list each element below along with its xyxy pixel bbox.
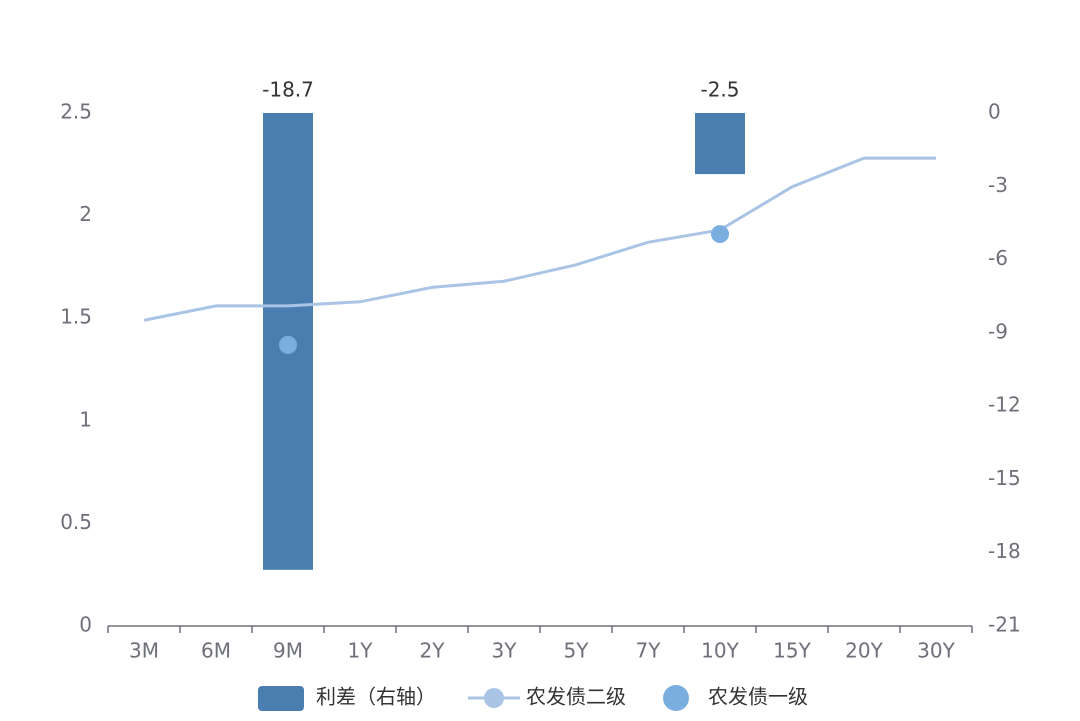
scatter-point (279, 335, 297, 354)
y-tick-label: 2.5 (60, 100, 92, 124)
y-tick-label: 0.5 (60, 510, 92, 534)
x-tick-label: 3M (129, 639, 159, 663)
x-tick-label: 9M (273, 639, 303, 663)
x-tick-label: 15Y (773, 639, 811, 663)
y2-tick-label: -15 (988, 466, 1021, 490)
legend-label: 利差（右轴） (316, 685, 436, 709)
y-tick-label: 0 (79, 613, 92, 637)
y2-tick-label: -9 (988, 319, 1008, 343)
y2-tick-label: -6 (988, 246, 1008, 270)
bar-value-label: -2.5 (700, 78, 739, 102)
x-tick-label: 1Y (348, 639, 374, 663)
x-tick-label: 2Y (420, 639, 446, 663)
legend-label: 农发债二级 (526, 685, 626, 709)
line (143, 156, 936, 322)
x-tick-label: 10Y (701, 639, 739, 663)
x-tick-label: 7Y (636, 639, 662, 663)
legend-icon (258, 686, 304, 711)
legend-icon (484, 688, 504, 708)
legend-label: 农发债一级 (708, 685, 808, 709)
y2-tick-label: -12 (988, 393, 1021, 417)
scatter-point (711, 225, 729, 244)
y2-tick-label: -18 (988, 539, 1021, 563)
y-tick-label: 1.5 (60, 305, 92, 329)
y2-tick-label: 0 (988, 100, 1001, 124)
y-tick-label: 2 (79, 202, 92, 226)
x-tick-label: 3Y (492, 639, 518, 663)
bar-value-label: -18.7 (262, 78, 314, 102)
y2-tick-label: -3 (988, 173, 1008, 197)
x-tick-label: 20Y (845, 639, 883, 663)
x-tick-label: 30Y (917, 639, 955, 663)
y2-tick-label: -21 (988, 613, 1021, 637)
x-tick-label: 5Y (564, 639, 590, 663)
legend-icon (663, 685, 689, 711)
x-tick-label: 6M (201, 639, 231, 663)
y-tick-label: 1 (79, 407, 92, 431)
bar (695, 113, 745, 175)
